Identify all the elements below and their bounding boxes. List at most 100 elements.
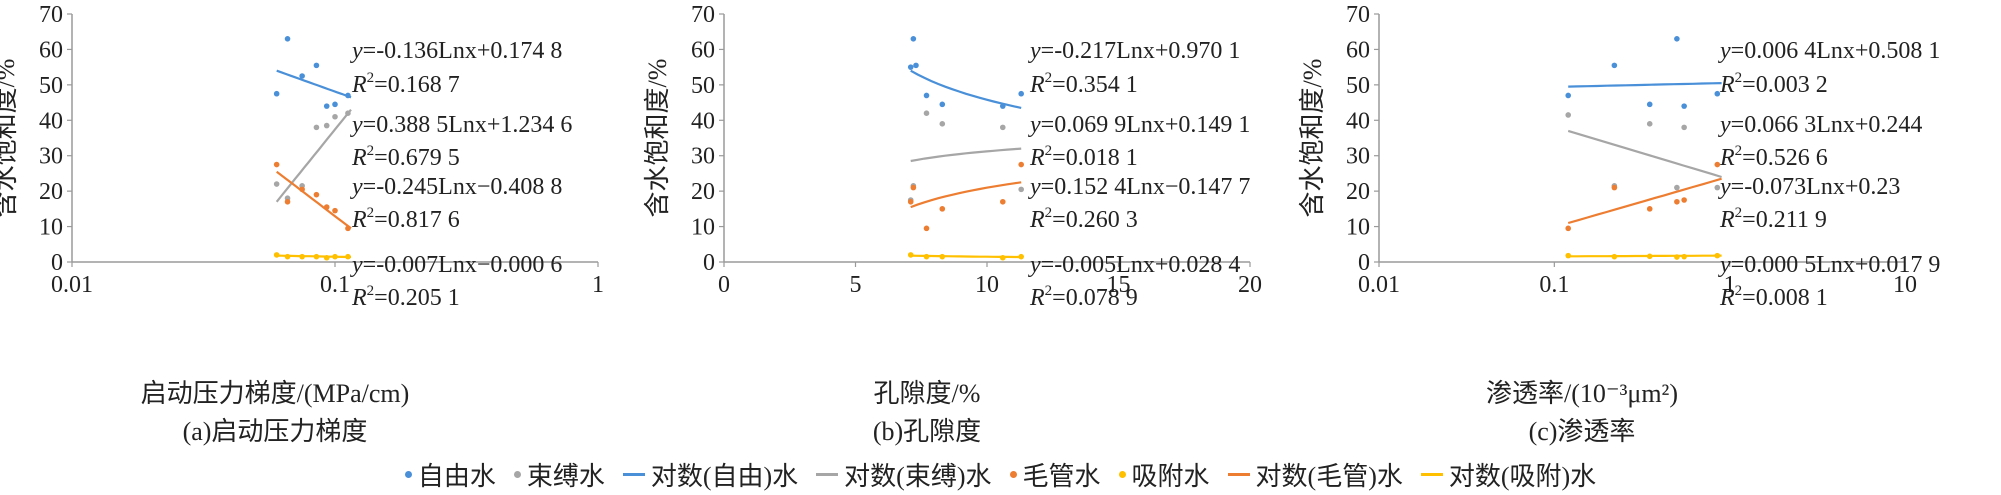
data-point-free — [939, 101, 946, 108]
data-point-bound — [345, 110, 351, 116]
legend-item: 自由水 — [404, 456, 496, 493]
r-squared: R2=0.526 6 — [1719, 143, 1828, 171]
data-point-adsorbed — [907, 252, 914, 258]
r-squared: R2=0.679 5 — [351, 143, 460, 171]
data-point-bound — [923, 110, 930, 116]
data-point-adsorbed — [323, 254, 330, 261]
fit-line-capillary — [276, 170, 352, 230]
y-axis-label: 含水饱和度/% — [1298, 59, 1327, 218]
data-point-capillary — [332, 207, 338, 214]
y-tick-label: 20 — [691, 179, 715, 205]
y-tick-label: 30 — [39, 144, 63, 170]
r-squared: R2=0.008 1 — [1719, 283, 1828, 311]
data-point-free — [1674, 36, 1680, 42]
r-squared: R2=0.354 1 — [1029, 70, 1138, 98]
regression-equation: y=0.066 3Lnx+0.244 — [1718, 112, 1922, 138]
y-tick-label: 0 — [51, 250, 63, 276]
x-tick-label: 0.01 — [1358, 272, 1400, 298]
data-point-adsorbed — [313, 253, 320, 260]
legend-dot-marker — [1118, 470, 1126, 478]
legend-label: 对数(毛管)水 — [1255, 461, 1403, 491]
regression-equation: y=-0.007Lnx−0.000 6 — [350, 252, 562, 278]
r-squared: R2=0.078 9 — [1029, 283, 1138, 311]
data-point-capillary — [1674, 198, 1680, 205]
regression-equation: y=0.152 4Lnx−0.147 7 — [1028, 174, 1250, 200]
legend-label: 毛管水 — [1022, 461, 1101, 491]
data-point-adsorbed — [1646, 253, 1653, 260]
panel-caption: (a)启动压力梯度 — [183, 417, 368, 446]
y-tick-label: 70 — [691, 2, 715, 28]
legend-item: 吸附水 — [1118, 456, 1210, 493]
data-point-capillary — [313, 191, 320, 198]
data-point-free — [999, 103, 1006, 109]
data-point-bound — [1681, 124, 1687, 131]
data-point-bound — [313, 124, 320, 131]
data-point-adsorbed — [1018, 253, 1024, 260]
y-tick-label: 20 — [1346, 179, 1370, 205]
r-squared: R2=0.003 2 — [1719, 70, 1828, 98]
data-point-bound — [999, 124, 1006, 131]
y-tick-label: 10 — [1346, 215, 1370, 241]
regression-equation: y=-0.136Lnx+0.174 8 — [350, 38, 562, 64]
panel-caption: (b)孔隙度 — [873, 417, 981, 446]
data-point-free — [1681, 103, 1687, 109]
data-point-adsorbed — [1681, 253, 1687, 260]
y-tick-label: 60 — [1346, 37, 1370, 63]
data-point-capillary — [1714, 161, 1721, 168]
chart-panel-1: 0 10 20 30 40 50 60 70 0.01 0.1 1 含水饱和度/% 启动压力梯度/(MP… — [0, 2, 604, 446]
fit-line-bound — [275, 109, 352, 203]
legend-dot-marker — [513, 470, 521, 478]
data-point-free — [910, 36, 917, 42]
x-tick-label: 0.01 — [51, 272, 93, 298]
y-axis-label: 含水饱和度/% — [643, 59, 672, 218]
legend-label: 自由水 — [417, 461, 496, 491]
r-squared: R2=0.211 9 — [1719, 205, 1827, 233]
x-tick-label: 5 — [850, 272, 862, 298]
regression-equation: y=0.000 5Lnx+0.017 9 — [1718, 252, 1940, 278]
x-tick-label: 10 — [975, 272, 999, 298]
y-tick-label: 40 — [1346, 108, 1370, 134]
legend-item: 束缚水 — [513, 456, 605, 493]
data-point-free — [1018, 90, 1024, 97]
data-point-adsorbed — [273, 252, 280, 258]
r-squared: R2=0.260 3 — [1029, 205, 1138, 233]
legend-item: 对数(毛管)水 — [1227, 456, 1403, 493]
y-tick-label: 20 — [39, 179, 63, 205]
data-point-free — [1646, 101, 1653, 108]
data-point-free — [313, 62, 320, 69]
x-axis-label: 孔隙度/% — [874, 379, 981, 408]
data-point-capillary — [939, 206, 946, 212]
data-point-capillary — [1611, 184, 1618, 191]
legend-line-marker — [1420, 472, 1443, 476]
data-point-capillary — [323, 204, 330, 210]
data-point-free — [1714, 90, 1721, 97]
data-point-free — [913, 62, 919, 69]
data-point-adsorbed — [1565, 252, 1572, 259]
x-tick-label: 1 — [1724, 272, 1736, 298]
x-axis-label: 启动压力梯度/(MPa/cm) — [141, 379, 410, 408]
data-point-bound — [1674, 184, 1680, 191]
y-tick-label: 10 — [691, 215, 715, 241]
data-point-adsorbed — [299, 253, 305, 260]
data-point-capillary — [273, 161, 280, 168]
data-point-capillary — [907, 198, 914, 205]
data-point-capillary — [923, 225, 930, 232]
data-point-bound — [332, 113, 338, 120]
x-axis-label: 渗透率/(10⁻³μm²) — [1486, 379, 1678, 408]
y-tick-label: 50 — [39, 73, 63, 99]
legend-label: 对数(吸附)水 — [1448, 461, 1597, 491]
y-tick-label: 30 — [691, 144, 715, 170]
fit-line-free — [910, 69, 1022, 109]
y-tick-label: 10 — [39, 215, 63, 241]
regression-equation: y=0.006 4Lnx+0.508 1 — [1718, 38, 1940, 64]
regression-equation: y=-0.217Lnx+0.970 1 — [1028, 38, 1240, 64]
data-point-bound — [1018, 186, 1024, 193]
regression-equation: y=-0.005Lnx+0.028 4 — [1028, 252, 1240, 278]
fit-line-free — [276, 69, 352, 99]
data-point-adsorbed — [923, 253, 930, 260]
data-point-free — [1565, 92, 1572, 99]
regression-equation: y=0.388 5Lnx+1.234 6 — [350, 112, 572, 138]
y-tick-label: 60 — [691, 37, 715, 63]
panel-caption: (c)渗透率 — [1529, 417, 1636, 446]
